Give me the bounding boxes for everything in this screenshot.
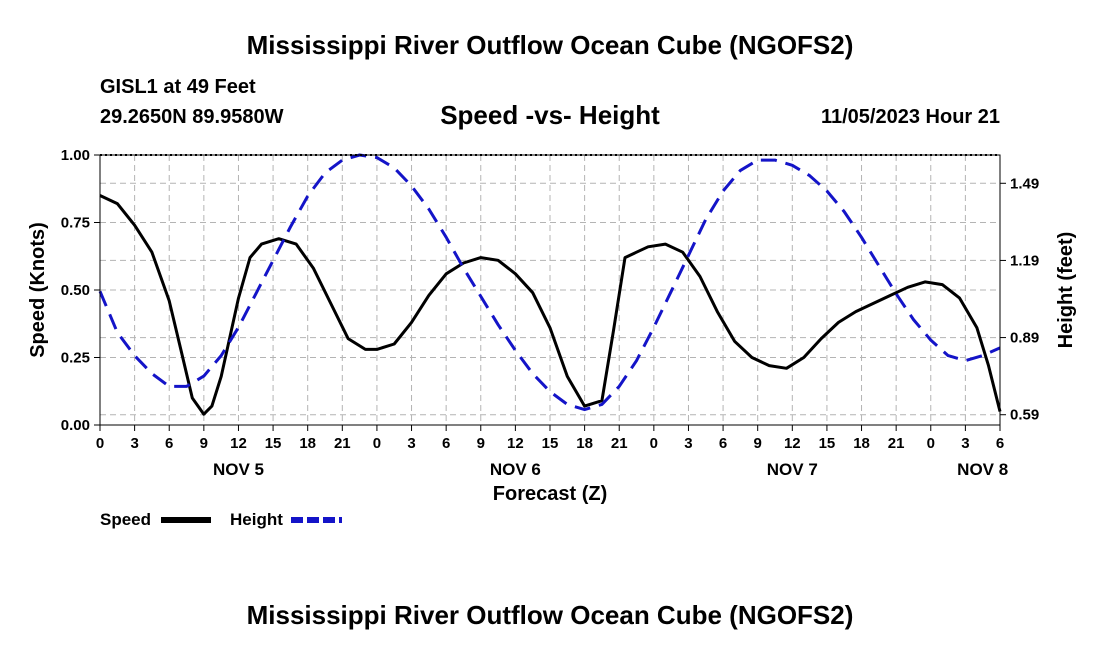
y-tick-label: 0.00 — [61, 417, 90, 434]
date-label: NOV 5 — [213, 460, 264, 479]
y2-tick-label: 1.49 — [1010, 175, 1039, 192]
x-tick-label: 21 — [334, 435, 351, 452]
x-tick-label: 0 — [373, 435, 381, 452]
y2-tick-label: 1.19 — [1010, 252, 1039, 269]
x-tick-label: 12 — [507, 435, 524, 452]
station-coordinates: 29.2650N 89.9580W — [100, 106, 284, 128]
y2-tick-label: 0.59 — [1010, 407, 1039, 424]
chart-subtitle: Speed -vs- Height — [440, 100, 660, 130]
x-tick-label: 9 — [477, 435, 485, 452]
x-tick-label: 3 — [961, 435, 969, 452]
x-tick-label: 12 — [230, 435, 247, 452]
y-tick-label: 0.50 — [61, 282, 90, 299]
x-tick-label: 3 — [130, 435, 138, 452]
x-tick-label: 6 — [719, 435, 727, 452]
y-tick-label: 1.00 — [61, 147, 90, 164]
date-label: NOV 7 — [767, 460, 818, 479]
x-tick-label: 9 — [754, 435, 762, 452]
height-series-line — [98, 153, 1001, 412]
x-tick-label: 0 — [927, 435, 935, 452]
y-tick-label: 0.25 — [61, 350, 90, 367]
x-tick-label: 3 — [407, 435, 415, 452]
x-tick-label: 15 — [819, 435, 836, 452]
x-tick-label: 21 — [888, 435, 905, 452]
y2-axis-title: Height (feet) — [1055, 232, 1077, 349]
x-tick-label: 12 — [784, 435, 801, 452]
x-tick-label: 18 — [576, 435, 593, 452]
speed-height-chart: 0 3 6 9 12 15 18 21 0 3 6 9 12 15 18 21 0 3 6 9 12 15 18 21 0 3 6 N… — [27, 147, 1077, 529]
x-tick-label: 9 — [200, 435, 208, 452]
x-tick-label: 3 — [684, 435, 692, 452]
x-tick-label: 6 — [442, 435, 450, 452]
x-tick-label: 6 — [165, 435, 173, 452]
x-tick-label: 15 — [542, 435, 559, 452]
y-axis-title: Speed (Knots) — [27, 222, 49, 358]
second-chart-title: Mississippi River Outflow Ocean Cube (NG… — [246, 600, 854, 630]
legend-label-speed: Speed — [100, 510, 151, 529]
y-tick-label: 0.75 — [61, 215, 90, 232]
chart-main-title: Mississippi River Outflow Ocean Cube (NG… — [246, 30, 854, 60]
date-label: NOV 8 — [957, 460, 1008, 479]
x-tick-label: 6 — [996, 435, 1004, 452]
x-axis-title: Forecast (Z) — [493, 483, 607, 505]
x-tick-label: 0 — [96, 435, 104, 452]
legend-label-height: Height — [230, 510, 283, 529]
forecast-datetime: 11/05/2023 Hour 21 — [820, 106, 1000, 128]
x-tick-label: 18 — [299, 435, 316, 452]
x-tick-label: 0 — [650, 435, 658, 452]
date-label: NOV 6 — [490, 460, 541, 479]
speed-series-line — [99, 194, 1002, 416]
x-tick-label: 21 — [611, 435, 628, 452]
station-label: GISL1 at 49 Feet — [100, 76, 256, 98]
x-tick-label: 15 — [265, 435, 282, 452]
y2-tick-label: 0.89 — [1010, 330, 1039, 347]
x-tick-label: 18 — [853, 435, 870, 452]
